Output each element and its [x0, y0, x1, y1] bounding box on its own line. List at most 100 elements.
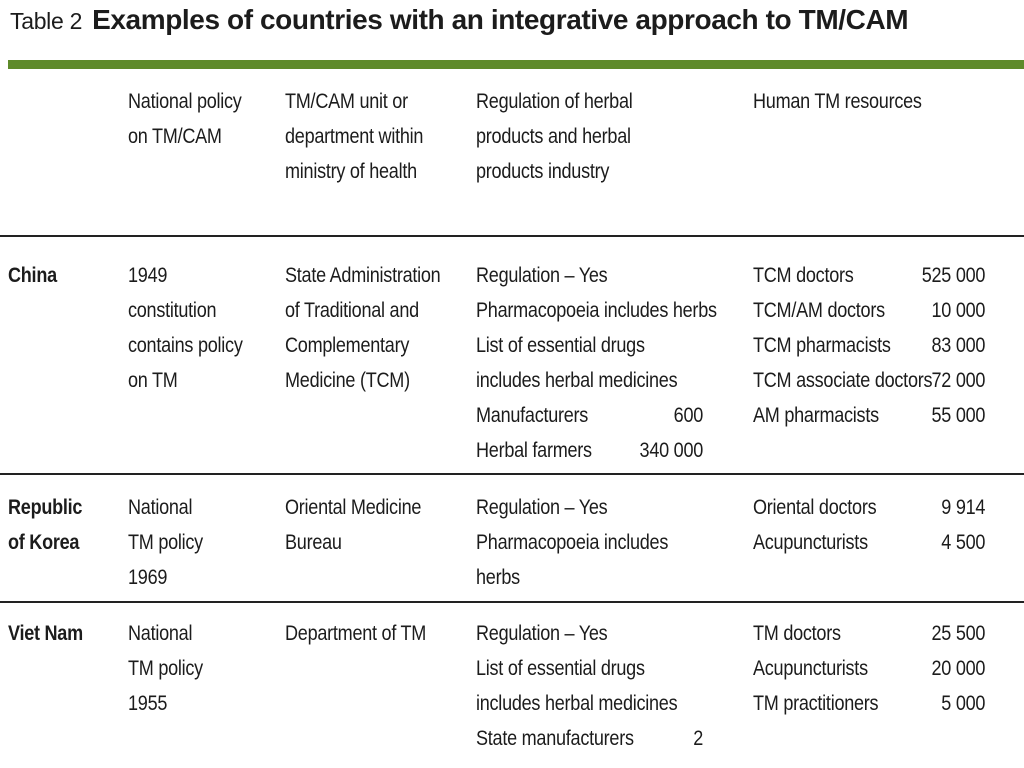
- value-number: 20 000: [931, 657, 986, 680]
- country-name: Viet Nam: [8, 616, 83, 651]
- value-number: 55 000: [931, 404, 986, 427]
- country-name: China: [8, 258, 57, 293]
- cell-line: includes herbal medicines: [476, 692, 678, 715]
- value-line: State manufacturers 2: [476, 721, 703, 756]
- cell-line: List of essential drugs: [476, 657, 645, 680]
- value-number: 600: [673, 404, 704, 427]
- value-label: AM pharmacists: [753, 404, 879, 427]
- cell-line: of Traditional and: [285, 299, 419, 322]
- value-line: Acupuncturists 4 500: [753, 525, 985, 560]
- value-line: Manufacturers 600: [476, 398, 703, 433]
- cell-line: constitution: [128, 299, 217, 322]
- cell-line: products industry: [476, 160, 610, 183]
- value-line: Oriental doctors 9 914: [753, 490, 985, 525]
- resources-cell: TCM doctors 525 000 TCM/AM doctors 10 000 TC…: [753, 258, 985, 433]
- value-label: TCM doctors: [753, 264, 854, 287]
- header-tm-unit: TM/CAM unit or department within ministry …: [285, 84, 423, 189]
- cell-line: 1955: [128, 692, 168, 715]
- cell-line: 1969: [128, 566, 168, 589]
- value-line: Acupuncturists 20 000: [753, 651, 985, 686]
- value-label: Herbal farmers: [476, 439, 592, 462]
- country-name: Republic of Korea: [8, 490, 82, 560]
- regulation-cell: Regulation – Yes Pharmacopoeia includes he…: [476, 490, 703, 595]
- policy-cell: 1949 constitution contains policy on TM: [128, 258, 243, 398]
- resources-cell: TM doctors 25 500 Acupuncturists 20 000 TM p…: [753, 616, 985, 721]
- value-label: Oriental doctors: [753, 496, 877, 519]
- cell-line: TM policy: [128, 657, 203, 680]
- value-line: TCM doctors 525 000: [753, 258, 985, 293]
- cell-line: Regulation – Yes: [476, 496, 608, 519]
- cell-line: includes herbal medicines: [476, 369, 678, 392]
- value-line: TM practitioners 5 000: [753, 686, 985, 721]
- cell-line: Human TM resources: [753, 90, 922, 113]
- row-divider: [0, 235, 1024, 237]
- value-number: 9 914: [941, 496, 986, 519]
- value-line: TM doctors 25 500: [753, 616, 985, 651]
- regulation-cell: Regulation – Yes List of essential drugs i…: [476, 616, 703, 756]
- value-label: TM doctors: [753, 622, 841, 645]
- cell-line: Oriental Medicine: [285, 496, 422, 519]
- title-rule: [8, 60, 1024, 69]
- cell-line: Complementary: [285, 334, 410, 357]
- value-label: TCM pharmacists: [753, 334, 891, 357]
- cell-line: National: [128, 622, 193, 645]
- regulation-cell: Regulation – Yes Pharmacopoeia includes h…: [476, 258, 717, 468]
- header-regulation: Regulation of herbal products and herbal p…: [476, 84, 633, 189]
- cell-line: List of essential drugs: [476, 334, 645, 357]
- value-label: Manufacturers: [476, 404, 589, 427]
- value-number: 10 000: [931, 299, 986, 322]
- cell-line: 1949: [128, 264, 168, 287]
- header-national-policy: National policy on TM/CAM: [128, 84, 242, 154]
- cell-line: Viet Nam: [8, 622, 83, 645]
- value-line: AM pharmacists 55 000: [753, 398, 985, 433]
- cell-line: Republic: [8, 496, 83, 519]
- table-title: Table 2 Examples of countries with an int…: [10, 4, 909, 36]
- table-label: Table 2: [10, 8, 83, 34]
- cell-line: China: [8, 264, 57, 287]
- value-number: 2: [693, 727, 704, 750]
- value-label: State manufacturers: [476, 727, 634, 750]
- table-caption: Examples of countries with an integrativ…: [92, 4, 909, 35]
- cell-line: Department of TM: [285, 622, 427, 645]
- cell-line: Pharmacopoeia includes herbs: [476, 299, 717, 322]
- cell-line: on TM/CAM: [128, 125, 222, 148]
- unit-cell: Department of TM: [285, 616, 426, 651]
- policy-cell: National TM policy 1969: [128, 490, 203, 595]
- value-number: 5 000: [941, 692, 986, 715]
- cell-line: National: [128, 496, 193, 519]
- cell-line: Pharmacopoeia includes: [476, 531, 669, 554]
- value-number: 72 000: [931, 369, 986, 392]
- cell-line: Regulation – Yes: [476, 264, 608, 287]
- value-line: TCM/AM doctors 10 000: [753, 293, 985, 328]
- resources-cell: Oriental doctors 9 914 Acupuncturists 4 500: [753, 490, 985, 560]
- cell-line: of Korea: [8, 531, 80, 554]
- policy-cell: National TM policy 1955: [128, 616, 203, 721]
- cell-line: Regulation of herbal: [476, 90, 633, 113]
- cell-line: department within: [285, 125, 424, 148]
- cell-line: Regulation – Yes: [476, 622, 608, 645]
- unit-cell: Oriental Medicine Bureau: [285, 490, 421, 560]
- row-divider: [0, 473, 1024, 475]
- cell-line: contains policy: [128, 334, 243, 357]
- value-label: TM practitioners: [753, 692, 879, 715]
- cell-line: products and herbal: [476, 125, 631, 148]
- value-label: Acupuncturists: [753, 531, 868, 554]
- row-divider: [0, 601, 1024, 603]
- value-number: 340 000: [639, 439, 704, 462]
- value-number: 525 000: [921, 264, 986, 287]
- unit-cell: State Administration of Traditional and Co…: [285, 258, 441, 398]
- value-label: TCM/AM doctors: [753, 299, 885, 322]
- header-human-resources: Human TM resources: [753, 84, 922, 119]
- cell-line: on TM: [128, 369, 178, 392]
- value-number: 4 500: [941, 531, 986, 554]
- cell-line: National policy: [128, 90, 242, 113]
- cell-line: Bureau: [285, 531, 342, 554]
- value-line: TCM associate doctors 72 000: [753, 363, 985, 398]
- cell-line: ministry of health: [285, 160, 417, 183]
- value-label: Acupuncturists: [753, 657, 868, 680]
- cell-line: TM policy: [128, 531, 203, 554]
- value-line: TCM pharmacists 83 000: [753, 328, 985, 363]
- value-label: TCM associate doctors: [753, 369, 933, 392]
- cell-line: State Administration: [285, 264, 441, 287]
- cell-line: herbs: [476, 566, 520, 589]
